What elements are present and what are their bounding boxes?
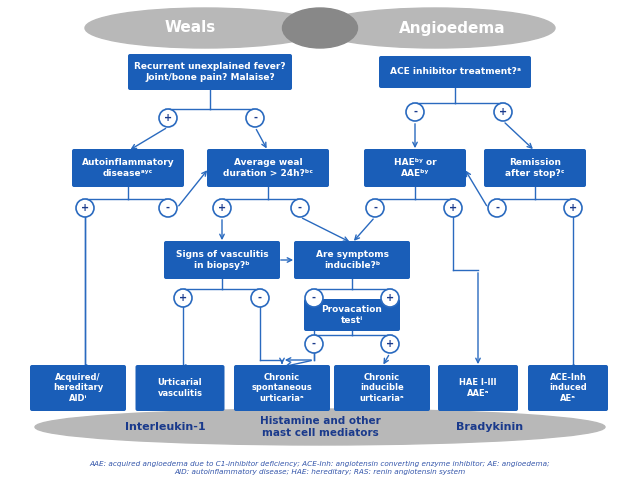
Text: HAE I-III
AAEᵃ: HAE I-III AAEᵃ — [460, 378, 497, 398]
Text: -: - — [258, 293, 262, 303]
Text: Are symptoms
inducible?ᵇ: Are symptoms inducible?ᵇ — [316, 250, 388, 270]
Text: Remission
after stop?ᶜ: Remission after stop?ᶜ — [505, 158, 564, 178]
Text: Histamine and other
mast cell mediators: Histamine and other mast cell mediators — [260, 416, 380, 438]
Text: +: + — [569, 203, 577, 213]
FancyBboxPatch shape — [438, 365, 518, 411]
Text: +: + — [81, 203, 89, 213]
Text: Urticarial
vasculitis: Urticarial vasculitis — [157, 378, 202, 398]
Text: Interleukin-1: Interleukin-1 — [125, 422, 205, 432]
Circle shape — [76, 199, 94, 217]
Circle shape — [564, 199, 582, 217]
FancyBboxPatch shape — [72, 149, 184, 187]
Text: HAEᵇʸ or
AAEᵇʸ: HAEᵇʸ or AAEᵇʸ — [394, 158, 436, 178]
FancyBboxPatch shape — [164, 241, 280, 279]
Text: -: - — [166, 203, 170, 213]
Circle shape — [305, 289, 323, 307]
Text: -: - — [253, 113, 257, 123]
Text: Chronic
spontaneous
urticariaᵃ: Chronic spontaneous urticariaᵃ — [252, 373, 312, 403]
Text: +: + — [386, 339, 394, 349]
Ellipse shape — [282, 8, 358, 48]
FancyBboxPatch shape — [294, 241, 410, 279]
Text: -: - — [495, 203, 499, 213]
Circle shape — [494, 103, 512, 121]
Text: -: - — [373, 203, 377, 213]
FancyBboxPatch shape — [334, 365, 430, 411]
Text: Weals: Weals — [164, 21, 216, 36]
Text: -: - — [312, 339, 316, 349]
Circle shape — [251, 289, 269, 307]
Text: Recurrent unexplained fever?
Joint/bone pain? Malaise?: Recurrent unexplained fever? Joint/bone … — [134, 62, 286, 82]
Text: Bradykinin: Bradykinin — [456, 422, 524, 432]
Text: Chronic
inducible
urticariaᵃ: Chronic inducible urticariaᵃ — [360, 373, 404, 403]
FancyBboxPatch shape — [304, 299, 400, 331]
Text: +: + — [499, 107, 507, 117]
Circle shape — [444, 199, 462, 217]
Circle shape — [246, 109, 264, 127]
FancyBboxPatch shape — [528, 365, 608, 411]
Circle shape — [381, 289, 399, 307]
Text: ACE-Inh
induced
AEᵃ: ACE-Inh induced AEᵃ — [549, 373, 587, 403]
Text: AAE: acquired angioedema due to C1-inhibitor deficiency; ACE-Inh: angiotensin co: AAE: acquired angioedema due to C1-inhib… — [90, 461, 550, 475]
FancyBboxPatch shape — [128, 54, 292, 90]
Text: Autoinflammatory
diseaseᵃʸᶜ: Autoinflammatory diseaseᵃʸᶜ — [82, 158, 174, 178]
Text: Provacation
testⁱ: Provacation testⁱ — [321, 305, 383, 324]
Text: -: - — [413, 107, 417, 117]
Text: Signs of vasculitis
in biopsy?ᵇ: Signs of vasculitis in biopsy?ᵇ — [176, 250, 268, 270]
FancyBboxPatch shape — [364, 149, 466, 187]
Circle shape — [406, 103, 424, 121]
Text: +: + — [449, 203, 457, 213]
Text: +: + — [164, 113, 172, 123]
Circle shape — [213, 199, 231, 217]
Text: Average weal
duration > 24h?ᵇᶜ: Average weal duration > 24h?ᵇᶜ — [223, 158, 313, 178]
FancyBboxPatch shape — [379, 56, 531, 88]
Circle shape — [291, 199, 309, 217]
FancyBboxPatch shape — [484, 149, 586, 187]
Text: +: + — [386, 293, 394, 303]
Text: -: - — [298, 203, 302, 213]
FancyBboxPatch shape — [30, 365, 126, 411]
Text: +: + — [179, 293, 187, 303]
Text: -: - — [312, 293, 316, 303]
Circle shape — [366, 199, 384, 217]
FancyBboxPatch shape — [234, 365, 330, 411]
Circle shape — [159, 109, 177, 127]
Ellipse shape — [85, 8, 325, 48]
Text: ACE inhibitor treatment?ᵃ: ACE inhibitor treatment?ᵃ — [390, 68, 520, 76]
FancyBboxPatch shape — [207, 149, 329, 187]
Circle shape — [488, 199, 506, 217]
FancyBboxPatch shape — [136, 365, 225, 411]
Circle shape — [381, 335, 399, 353]
Circle shape — [159, 199, 177, 217]
Ellipse shape — [315, 8, 555, 48]
Circle shape — [174, 289, 192, 307]
Text: Angioedema: Angioedema — [399, 21, 506, 36]
Text: Acquired/
hereditary
AIDⁱ: Acquired/ hereditary AIDⁱ — [53, 373, 103, 403]
Text: +: + — [218, 203, 226, 213]
Circle shape — [305, 335, 323, 353]
Ellipse shape — [35, 409, 605, 445]
